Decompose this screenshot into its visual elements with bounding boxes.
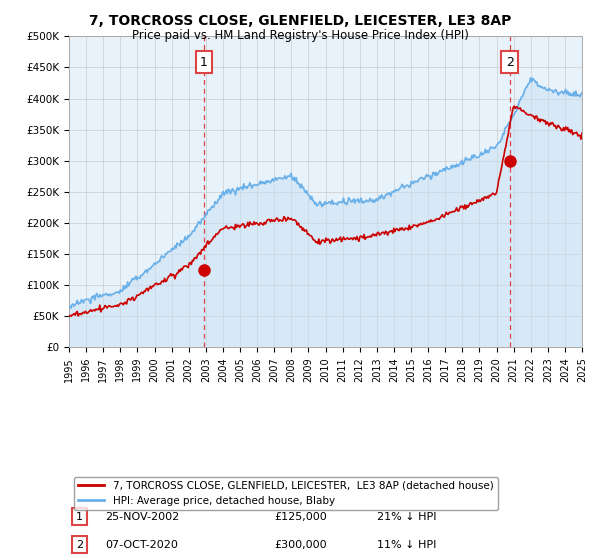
Text: 1: 1 [200,56,208,69]
Text: £300,000: £300,000 [274,539,327,549]
Text: 25-NOV-2002: 25-NOV-2002 [105,512,179,521]
Text: 2: 2 [76,539,83,549]
Text: 2: 2 [506,56,514,69]
Text: 21% ↓ HPI: 21% ↓ HPI [377,512,436,521]
Legend: 7, TORCROSS CLOSE, GLENFIELD, LEICESTER,  LE3 8AP (detached house), HPI: Average: 7, TORCROSS CLOSE, GLENFIELD, LEICESTER,… [74,477,497,510]
Text: 07-OCT-2020: 07-OCT-2020 [105,539,178,549]
Text: 1: 1 [76,512,83,521]
Text: £125,000: £125,000 [274,512,327,521]
Text: 7, TORCROSS CLOSE, GLENFIELD, LEICESTER, LE3 8AP: 7, TORCROSS CLOSE, GLENFIELD, LEICESTER,… [89,14,511,28]
Text: 11% ↓ HPI: 11% ↓ HPI [377,539,436,549]
Text: Price paid vs. HM Land Registry's House Price Index (HPI): Price paid vs. HM Land Registry's House … [131,29,469,42]
